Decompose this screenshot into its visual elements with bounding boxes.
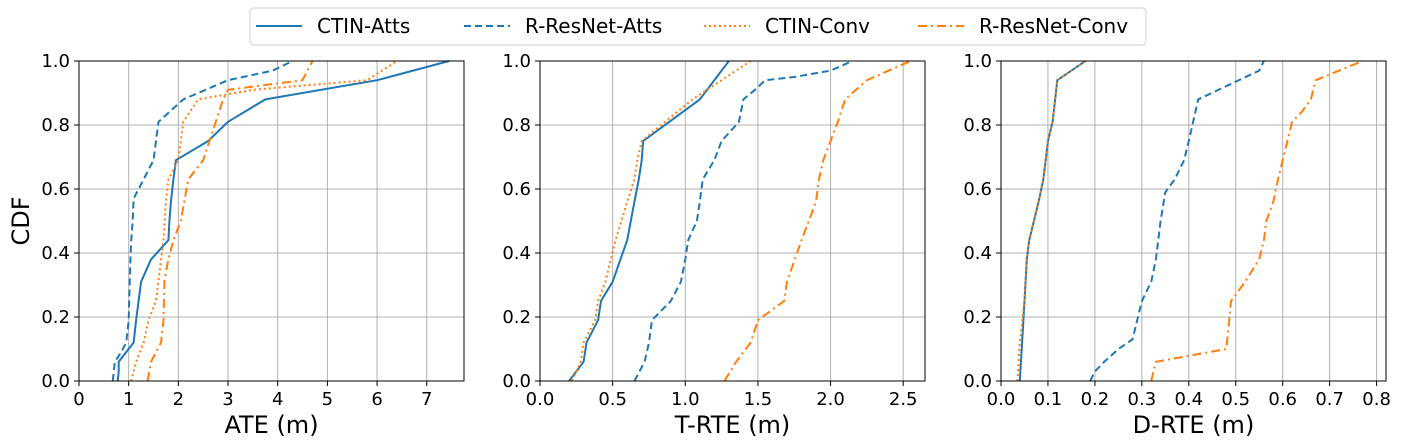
- series-line-r-resnet-conv: [1150, 60, 1363, 382]
- ate-cdf-panel: 0 1 2 3 4 5 6 7 0.0 0.2 0.4 0.6 0.8 1.0 ATE (m) CDF: [7, 51, 465, 439]
- y-tick-label: 1.0: [502, 51, 531, 72]
- x-tick-label: 0: [73, 389, 84, 410]
- grid: [539, 60, 925, 382]
- x-tick-label: 0.5: [598, 389, 627, 410]
- x-tick-label: 2.5: [889, 389, 918, 410]
- axes-frame: [539, 60, 926, 382]
- series-line-r-resnet-atts: [111, 60, 294, 382]
- x-axis-label: T-RTE (m): [674, 411, 791, 439]
- x-tick-label: 0.1: [1034, 389, 1063, 410]
- x-tick-label: 1.5: [744, 389, 773, 410]
- x-tick-label: 0.0: [526, 389, 555, 410]
- series-line-ctin-atts: [568, 60, 730, 382]
- series-line-r-resnet-conv: [723, 60, 911, 382]
- grid: [1000, 60, 1386, 382]
- y-tick-label: 0.2: [41, 307, 70, 328]
- y-tick-label: 1.0: [41, 51, 70, 72]
- legend-label: CTIN-Conv: [765, 14, 870, 38]
- legend: CTIN-Atts R-ResNet-Atts CTIN-Conv R-ResNet-…: [249, 7, 1147, 46]
- x-tick-label: 4: [272, 389, 283, 410]
- x-tick-label: 3: [222, 389, 233, 410]
- x-tick-label: 0.4: [1174, 389, 1203, 410]
- x-tick-label: 0.0: [987, 389, 1016, 410]
- series-line-r-resnet-atts: [633, 60, 853, 382]
- legend-label: R-ResNet-Atts: [525, 14, 662, 38]
- x-tick-label: 0.7: [1315, 389, 1344, 410]
- legend-box: [249, 7, 1147, 46]
- x-tick-label: 0.8: [1362, 389, 1391, 410]
- x-tick-label: 1.0: [671, 389, 700, 410]
- d-rte-cdf-panel: 0.0 0.1 0.2 0.3 0.4 0.5 0.6 0.7 0.8 0.0 0.2 0.4 0.6 0…: [963, 51, 1391, 439]
- y-tick-label: 0.2: [502, 307, 531, 328]
- y-axis-label: CDF: [7, 196, 35, 245]
- legend-label: CTIN-Atts: [317, 14, 410, 38]
- y-tick-label: 0.4: [502, 243, 531, 264]
- x-tick-label: 0.2: [1081, 389, 1110, 410]
- y-tick-label: 0.0: [41, 371, 70, 392]
- y-tick-label: 0.8: [963, 115, 992, 136]
- series-line-ctin-atts: [1018, 60, 1087, 382]
- y-tick-label: 0.8: [41, 115, 70, 136]
- y-tick-label: 0.4: [963, 243, 992, 264]
- axes-frame: [1000, 60, 1387, 382]
- y-tick-label: 0.0: [963, 371, 992, 392]
- series-line-ctin-conv: [1016, 60, 1087, 382]
- y-tick-label: 1.0: [963, 51, 992, 72]
- y-tick-label: 0.2: [963, 307, 992, 328]
- legend-entry: R-ResNet-Atts: [464, 14, 662, 38]
- legend-entry: CTIN-Conv: [704, 14, 870, 38]
- legend-entry: CTIN-Atts: [256, 14, 410, 38]
- series-line-ctin-atts: [116, 60, 450, 382]
- y-tick-label: 0.0: [502, 371, 531, 392]
- x-axis-label: D-RTE (m): [1133, 411, 1255, 439]
- t-rte-cdf-panel: 0.0 0.5 1.0 1.5 2.0 2.50.00.20.40.60.81.0T-RT…: [502, 51, 926, 439]
- y-tick-label: 0.6: [41, 179, 70, 200]
- x-tick-label: 7: [421, 389, 432, 410]
- x-tick-label: 1: [123, 389, 134, 410]
- x-tick-label: 2.0: [816, 389, 845, 410]
- series-line-ctin-conv: [130, 60, 398, 382]
- y-tick-label: 0.6: [963, 179, 992, 200]
- legend-entry: R-ResNet-Conv: [918, 14, 1128, 38]
- x-tick-label: 0.6: [1268, 389, 1297, 410]
- x-tick-label: 0.3: [1128, 389, 1157, 410]
- x-tick-label: 0.5: [1221, 389, 1250, 410]
- x-tick-label: 2: [173, 389, 184, 410]
- series-line-ctin-conv: [571, 60, 752, 382]
- axes-frame: [78, 60, 465, 382]
- x-tick-label: 6: [371, 389, 382, 410]
- grid: [78, 60, 464, 382]
- series-line-r-resnet-atts: [1089, 60, 1265, 382]
- series-line-r-resnet-conv: [146, 60, 314, 382]
- y-tick-label: 0.6: [502, 179, 531, 200]
- x-tick-label: 5: [322, 389, 333, 410]
- y-tick-label: 0.4: [41, 243, 70, 264]
- x-axis-label: ATE (m): [224, 411, 318, 439]
- y-tick-label: 0.8: [502, 115, 531, 136]
- legend-label: R-ResNet-Conv: [979, 14, 1128, 38]
